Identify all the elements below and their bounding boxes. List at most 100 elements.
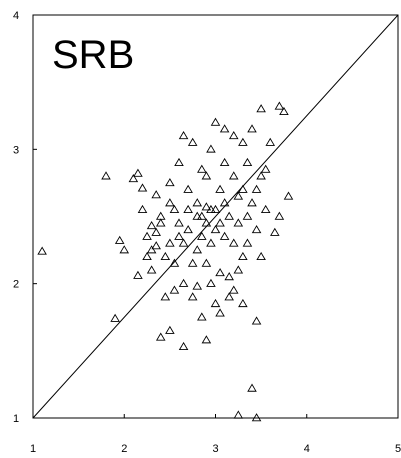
data-point bbox=[265, 137, 276, 146]
data-point bbox=[183, 225, 193, 234]
data-point bbox=[228, 238, 239, 247]
data-point bbox=[174, 157, 184, 167]
data-point bbox=[137, 204, 148, 214]
data-point bbox=[137, 183, 148, 192]
data-point bbox=[256, 251, 266, 261]
data-point bbox=[247, 383, 257, 392]
data-point bbox=[238, 184, 248, 193]
data-point bbox=[219, 231, 230, 240]
data-point bbox=[233, 265, 244, 274]
data-point bbox=[247, 124, 257, 133]
plot-frame bbox=[32, 14, 399, 419]
x-tick-label: 5 bbox=[395, 443, 401, 455]
x-tick-label: 2 bbox=[121, 443, 127, 455]
data-point bbox=[197, 312, 207, 321]
data-points bbox=[37, 101, 294, 422]
data-point bbox=[260, 204, 271, 214]
data-point bbox=[169, 204, 180, 214]
data-point bbox=[197, 211, 207, 220]
data-point bbox=[151, 241, 161, 250]
y-tick-label: 3 bbox=[13, 144, 19, 156]
data-point bbox=[219, 124, 230, 133]
y-tick-label: 4 bbox=[13, 10, 19, 22]
data-point bbox=[183, 184, 193, 193]
data-point bbox=[178, 238, 189, 247]
data-point bbox=[178, 341, 189, 351]
data-point bbox=[215, 184, 225, 193]
data-point bbox=[279, 106, 289, 115]
data-point bbox=[206, 238, 216, 247]
data-point bbox=[174, 218, 184, 227]
data-point bbox=[247, 198, 257, 207]
data-point bbox=[224, 272, 234, 281]
data-point bbox=[187, 137, 198, 146]
data-point bbox=[233, 218, 244, 227]
data-point bbox=[133, 270, 143, 279]
data-point bbox=[242, 238, 253, 247]
data-point bbox=[165, 325, 175, 334]
data-point bbox=[101, 171, 111, 180]
data-point bbox=[178, 131, 189, 140]
data-point bbox=[201, 335, 212, 344]
data-point bbox=[160, 292, 171, 301]
data-point bbox=[224, 292, 234, 301]
data-point bbox=[201, 202, 212, 211]
data-point bbox=[142, 231, 152, 240]
data-point bbox=[283, 191, 294, 200]
data-point bbox=[160, 251, 171, 261]
data-point bbox=[228, 131, 239, 140]
data-point bbox=[233, 191, 244, 200]
data-point bbox=[133, 168, 143, 177]
data-point bbox=[165, 238, 175, 247]
data-point bbox=[238, 251, 248, 261]
data-point bbox=[178, 278, 189, 287]
data-point bbox=[151, 227, 161, 236]
data-point bbox=[165, 198, 175, 207]
data-point bbox=[206, 144, 216, 153]
data-point bbox=[197, 231, 207, 240]
data-point bbox=[169, 285, 180, 294]
data-point bbox=[192, 211, 203, 220]
data-point bbox=[270, 227, 280, 236]
data-point bbox=[192, 198, 203, 207]
identity-line-layer bbox=[32, 14, 399, 419]
data-point bbox=[197, 164, 207, 173]
data-point bbox=[169, 258, 180, 267]
data-point bbox=[146, 245, 157, 254]
data-point bbox=[206, 278, 216, 287]
y-tick-label: 2 bbox=[13, 279, 19, 291]
data-point bbox=[228, 285, 239, 294]
data-point bbox=[187, 258, 198, 267]
panel-title: SRB bbox=[52, 33, 134, 77]
data-point bbox=[238, 298, 248, 308]
data-point bbox=[256, 171, 266, 180]
data-point bbox=[274, 211, 285, 220]
data-point bbox=[192, 245, 203, 254]
data-point bbox=[201, 258, 212, 267]
data-point bbox=[215, 308, 225, 317]
data-point bbox=[183, 204, 193, 214]
data-point bbox=[201, 171, 212, 180]
data-point bbox=[187, 292, 198, 301]
data-point bbox=[110, 313, 120, 322]
data-point bbox=[238, 137, 248, 146]
data-point bbox=[201, 218, 212, 227]
y-tick-label: 1 bbox=[13, 413, 19, 425]
data-point bbox=[251, 316, 262, 325]
data-point bbox=[210, 117, 221, 126]
data-point bbox=[192, 281, 203, 290]
data-point bbox=[151, 190, 161, 199]
data-point bbox=[251, 184, 262, 193]
data-point bbox=[210, 298, 221, 308]
data-point bbox=[260, 164, 271, 173]
data-point bbox=[206, 204, 216, 214]
data-point bbox=[256, 104, 266, 113]
data-point bbox=[215, 268, 225, 277]
data-point bbox=[219, 198, 230, 207]
data-point bbox=[155, 218, 166, 227]
data-point bbox=[146, 221, 157, 230]
data-point bbox=[37, 246, 47, 255]
data-point bbox=[210, 225, 221, 234]
